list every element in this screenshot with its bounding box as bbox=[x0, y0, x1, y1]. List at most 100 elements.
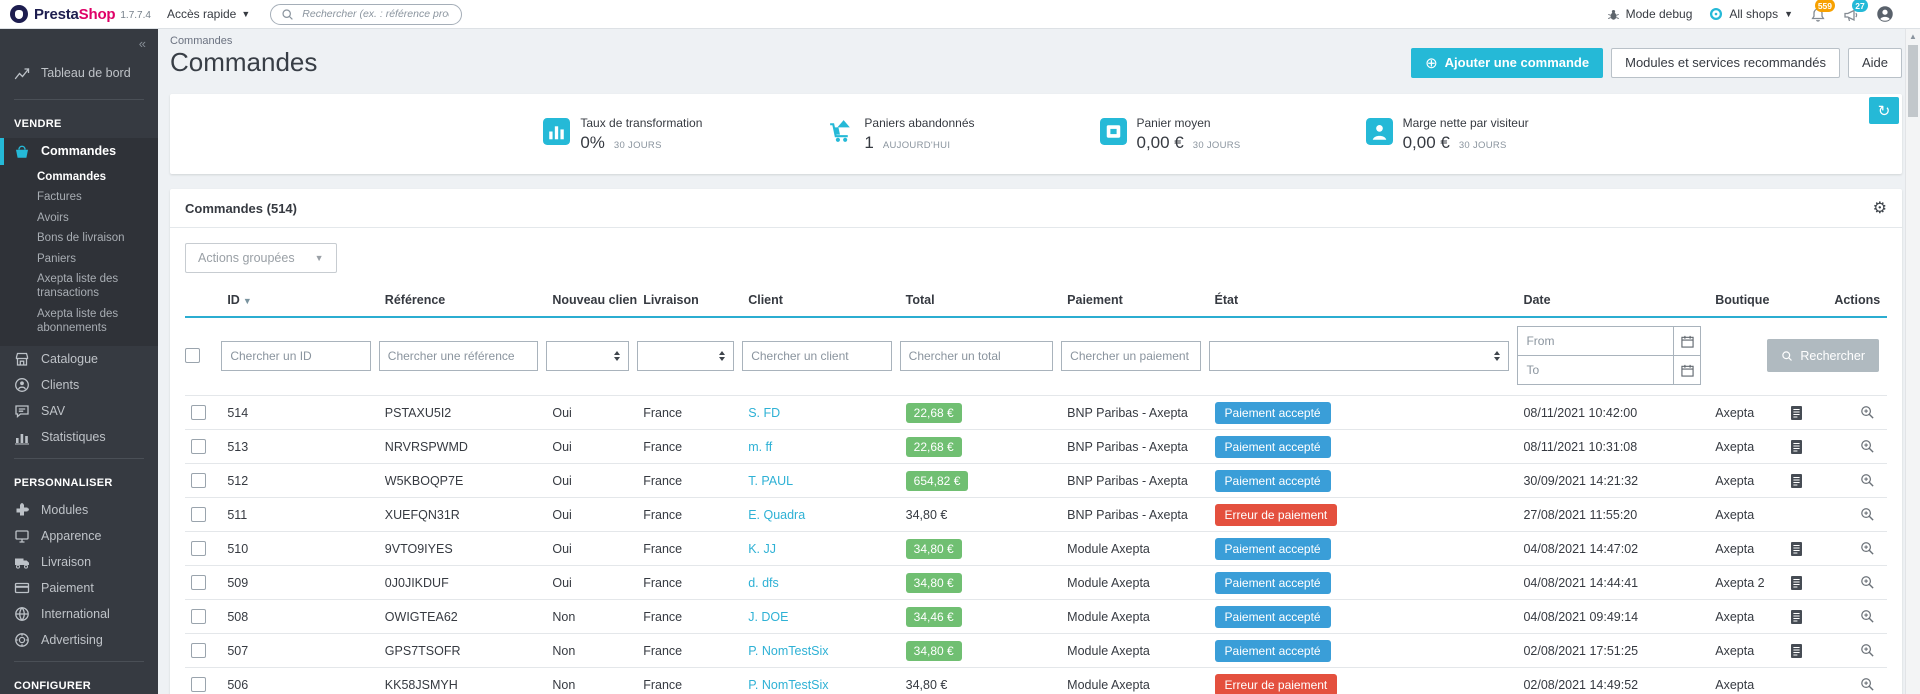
row-checkbox[interactable] bbox=[191, 609, 206, 625]
filter-reference-input[interactable] bbox=[378, 340, 539, 371]
date-from-calendar-button[interactable] bbox=[1674, 326, 1702, 356]
sidebar-item-advertising[interactable]: Advertising bbox=[0, 627, 158, 653]
refresh-kpi-button[interactable]: ↻ bbox=[1869, 97, 1899, 124]
sidebar-item-apparence[interactable]: Apparence bbox=[0, 523, 158, 549]
version-label: 1.7.7.4 bbox=[120, 9, 151, 21]
table-row[interactable]: 507 GPS7TSOFR Non France P. NomTestSix 3… bbox=[185, 633, 1887, 668]
sidebar-item-international[interactable]: International bbox=[0, 601, 158, 627]
filter-payment-input[interactable] bbox=[1061, 340, 1201, 371]
table-row[interactable]: 509 0J0JIKDUF Oui France d. dfs 34,80 € … bbox=[185, 565, 1887, 600]
quick-access-menu[interactable]: Accès rapide ▼ bbox=[166, 7, 251, 21]
row-checkbox[interactable] bbox=[191, 405, 206, 421]
filter-delivery-select[interactable] bbox=[637, 340, 735, 371]
client-link[interactable]: m. ff bbox=[748, 439, 773, 454]
table-row[interactable]: 514 PSTAXU5I2 Oui France S. FD 22,68 € B… bbox=[185, 395, 1887, 430]
profile-button[interactable] bbox=[1876, 5, 1894, 23]
view-order-zoom-icon[interactable] bbox=[1860, 643, 1875, 658]
table-row[interactable]: 508 OWIGTEA62 Non France J. DOE 34,46 € … bbox=[185, 599, 1887, 634]
sidebar-item-modules[interactable]: Modules bbox=[0, 497, 158, 523]
filter-date-from-input[interactable] bbox=[1517, 326, 1675, 356]
row-checkbox[interactable] bbox=[191, 507, 206, 523]
globe-icon bbox=[14, 606, 30, 622]
filter-client-input[interactable] bbox=[742, 340, 892, 371]
grid-settings-gear-icon[interactable]: ⚙ bbox=[1872, 200, 1887, 217]
table-row[interactable]: 510 9VTO9IYES Oui France K. JJ 34,80 € M… bbox=[185, 531, 1887, 566]
sidebar-collapse-button[interactable]: « bbox=[0, 29, 158, 51]
sidebar-item-catalogue[interactable]: Catalogue bbox=[0, 346, 158, 372]
client-link[interactable]: S. FD bbox=[748, 405, 781, 420]
sidebar-item-statistiques[interactable]: Statistiques bbox=[0, 424, 158, 450]
sidebar-subitem-commandes[interactable]: Commandes bbox=[37, 171, 107, 183]
vertical-scrollbar[interactable]: ▲ bbox=[1905, 29, 1920, 694]
filter-total-input[interactable] bbox=[899, 340, 1054, 371]
invoice-document-icon[interactable] bbox=[1790, 473, 1803, 489]
sidebar-item-sav[interactable]: SAV bbox=[0, 398, 158, 424]
search-submit-button[interactable]: Rechercher bbox=[1767, 339, 1879, 372]
view-order-zoom-icon[interactable] bbox=[1860, 541, 1875, 556]
collapse-icon: « bbox=[138, 36, 146, 51]
row-checkbox[interactable] bbox=[191, 677, 206, 693]
sidebar-subitem-paniers[interactable]: Paniers bbox=[37, 252, 76, 265]
sidebar-item-commandes[interactable]: Commandes bbox=[0, 138, 158, 165]
column-header-row: ID ▼ Référence Nouveau client Livraison C… bbox=[185, 287, 1887, 317]
sidebar-subitem-avoirs[interactable]: Avoirs bbox=[37, 211, 69, 224]
filter-new-client-select[interactable] bbox=[546, 340, 630, 371]
header-id[interactable]: ID ▼ bbox=[227, 293, 252, 307]
invoice-document-icon[interactable] bbox=[1790, 439, 1803, 455]
debug-mode-toggle[interactable]: Mode debug bbox=[1607, 7, 1692, 21]
client-link[interactable]: d. dfs bbox=[748, 575, 779, 590]
table-row[interactable]: 512 W5KBOQP7E Oui France T. PAUL 654,82 … bbox=[185, 463, 1887, 498]
table-row[interactable]: 513 NRVRSPWMD Oui France m. ff 22,68 € B… bbox=[185, 429, 1887, 464]
date-to-calendar-button[interactable] bbox=[1674, 355, 1702, 385]
client-link[interactable]: J. DOE bbox=[748, 609, 789, 624]
view-order-zoom-icon[interactable] bbox=[1860, 439, 1875, 454]
row-checkbox[interactable] bbox=[191, 439, 206, 455]
notifications-button[interactable]: 559 bbox=[1810, 0, 1835, 23]
scrollbar-thumb[interactable] bbox=[1908, 45, 1918, 117]
sort-caret-icon[interactable]: ▼ bbox=[242, 296, 252, 306]
client-link[interactable]: P. NomTestSix bbox=[748, 643, 829, 658]
bulk-actions-button[interactable]: Actions groupées ▼ bbox=[185, 243, 337, 273]
invoice-document-icon[interactable] bbox=[1790, 541, 1803, 557]
invoice-document-icon[interactable] bbox=[1790, 643, 1803, 659]
filter-status-select[interactable] bbox=[1208, 340, 1510, 371]
view-order-zoom-icon[interactable] bbox=[1860, 575, 1875, 590]
client-link[interactable]: P. NomTestSix bbox=[748, 677, 829, 692]
brand-logo[interactable]: PrestaShop bbox=[34, 5, 116, 23]
view-order-zoom-icon[interactable] bbox=[1860, 405, 1875, 420]
announcements-button[interactable]: 27 bbox=[1843, 0, 1868, 23]
filter-id-input[interactable] bbox=[221, 340, 371, 371]
scrollbar-up-arrow-icon[interactable]: ▲ bbox=[1909, 31, 1917, 41]
table-row[interactable]: 511 XUEFQN31R Oui France E. Quadra 34,80… bbox=[185, 497, 1887, 532]
row-checkbox[interactable] bbox=[191, 575, 206, 591]
recommended-modules-button[interactable]: Modules et services recommandés bbox=[1611, 47, 1840, 78]
client-link[interactable]: T. PAUL bbox=[748, 473, 794, 488]
row-checkbox[interactable] bbox=[191, 643, 206, 659]
help-button[interactable]: Aide bbox=[1847, 47, 1902, 78]
sidebar-item-paiement[interactable]: Paiement bbox=[0, 575, 158, 601]
shop-selector[interactable]: All shops ▼ bbox=[1709, 7, 1793, 21]
sidebar-subitem-bons-de-livraison[interactable]: Bons de livraison bbox=[37, 232, 125, 245]
sidebar-subitem-factures[interactable]: Factures bbox=[37, 191, 82, 204]
sidebar-item-tableau-de-bord[interactable]: Tableau de bord bbox=[0, 61, 158, 87]
view-order-zoom-icon[interactable] bbox=[1860, 507, 1875, 522]
select-all-checkbox[interactable] bbox=[185, 348, 200, 364]
row-checkbox[interactable] bbox=[191, 473, 206, 489]
row-checkbox[interactable] bbox=[191, 541, 206, 557]
invoice-document-icon[interactable] bbox=[1790, 575, 1803, 591]
invoice-document-icon[interactable] bbox=[1790, 609, 1803, 625]
global-search-input[interactable] bbox=[300, 7, 452, 21]
view-order-zoom-icon[interactable] bbox=[1860, 473, 1875, 488]
sidebar-item-livraison[interactable]: Livraison bbox=[0, 549, 158, 575]
client-link[interactable]: E. Quadra bbox=[748, 507, 806, 522]
view-order-zoom-icon[interactable] bbox=[1860, 609, 1875, 624]
client-link[interactable]: K. JJ bbox=[748, 541, 776, 556]
invoice-document-icon[interactable] bbox=[1790, 405, 1803, 421]
filter-date-to-input[interactable] bbox=[1517, 355, 1675, 385]
sidebar-subitem-axepta-liste-des-abonnements[interactable]: Axepta liste des abonnements bbox=[37, 307, 119, 334]
table-row[interactable]: 506 KK58JSMYH Non France P. NomTestSix 3… bbox=[185, 667, 1887, 694]
add-order-button[interactable]: ⊕ Ajouter une commande bbox=[1411, 47, 1604, 78]
view-order-zoom-icon[interactable] bbox=[1860, 677, 1875, 692]
sidebar-item-clients[interactable]: Clients bbox=[0, 372, 158, 398]
sidebar-subitem-axepta-liste-des-transactions[interactable]: Axepta liste des transactions bbox=[37, 272, 119, 300]
